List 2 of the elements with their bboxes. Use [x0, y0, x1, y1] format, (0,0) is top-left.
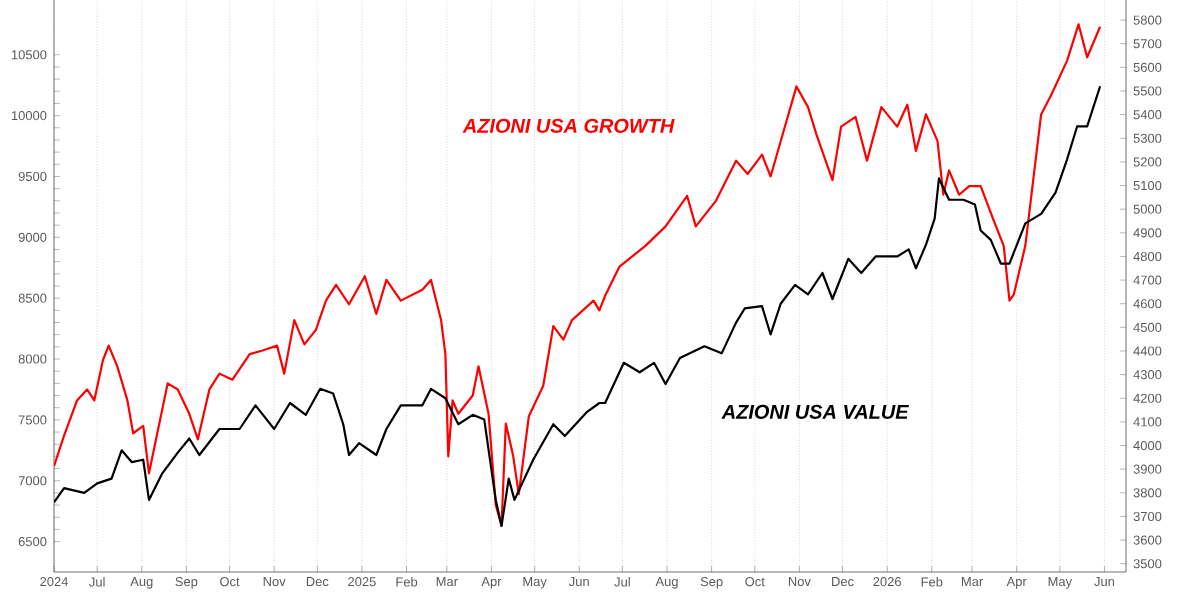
- text: AZIONI USA VALUE: [721, 404, 909, 419]
- text: AZIONI USA GROWTH: [462, 118, 675, 133]
